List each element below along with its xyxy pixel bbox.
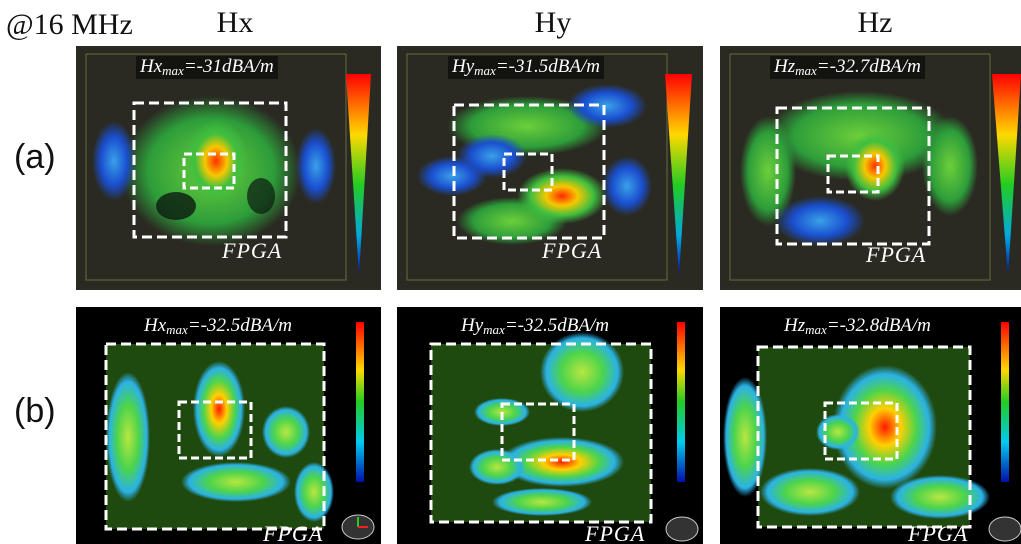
simulated-hx-max-label: Hxmax=-32.5dBA/m bbox=[144, 315, 292, 337]
heatmap-image bbox=[720, 307, 1021, 544]
column-header-hz: Hz bbox=[857, 6, 893, 39]
row-label-b: (b) bbox=[14, 392, 56, 430]
measured-hx-fpga-label: FPGA bbox=[222, 238, 283, 263]
simulated-hx-fpga-label: FPGA bbox=[263, 521, 324, 544]
measured-hz-map: Hzmax=-32.7dBA/m FPGA bbox=[720, 46, 1021, 290]
measured-hz-fpga-label: FPGA bbox=[866, 242, 927, 267]
simulated-hz-max-label: Hzmax=-32.8dBA/m bbox=[784, 315, 931, 337]
measured-hx-max-label: Hxmax=-31dBA/m bbox=[136, 56, 278, 79]
row-label-a: (a) bbox=[14, 138, 56, 176]
simulated-hy-max-label: Hymax=-32.5dBA/m bbox=[461, 315, 609, 337]
simulated-hx-map: Hxmax=-32.5dBA/m FPGA bbox=[76, 307, 381, 544]
measured-hy-fpga-label: FPGA bbox=[542, 238, 603, 263]
frequency-label: @16 MHz bbox=[6, 8, 133, 41]
simulated-hy-fpga-label: FPGA bbox=[585, 521, 646, 544]
simulated-hy-map: Hymax=-32.5dBA/m FPGA bbox=[397, 307, 703, 544]
simulated-hz-map: Hzmax=-32.8dBA/m FPGA bbox=[720, 307, 1021, 544]
column-header-hx: Hx bbox=[216, 6, 254, 39]
heatmap-image bbox=[397, 46, 703, 290]
heatmap-image bbox=[76, 307, 381, 544]
heatmap-image bbox=[76, 46, 381, 290]
measured-hy-max-label: Hymax=-31.5dBA/m bbox=[448, 56, 604, 79]
heatmap-image bbox=[720, 46, 1021, 290]
simulated-hz-fpga-label: FPGA bbox=[908, 521, 969, 544]
heatmap-image bbox=[397, 307, 703, 544]
measured-hx-map: Hxmax=-31dBA/m FPGA bbox=[76, 46, 381, 290]
measured-hy-map: Hymax=-31.5dBA/m FPGA bbox=[397, 46, 703, 290]
measured-hz-max-label: Hzmax=-32.7dBA/m bbox=[770, 56, 925, 79]
column-header-hy: Hy bbox=[534, 6, 572, 39]
